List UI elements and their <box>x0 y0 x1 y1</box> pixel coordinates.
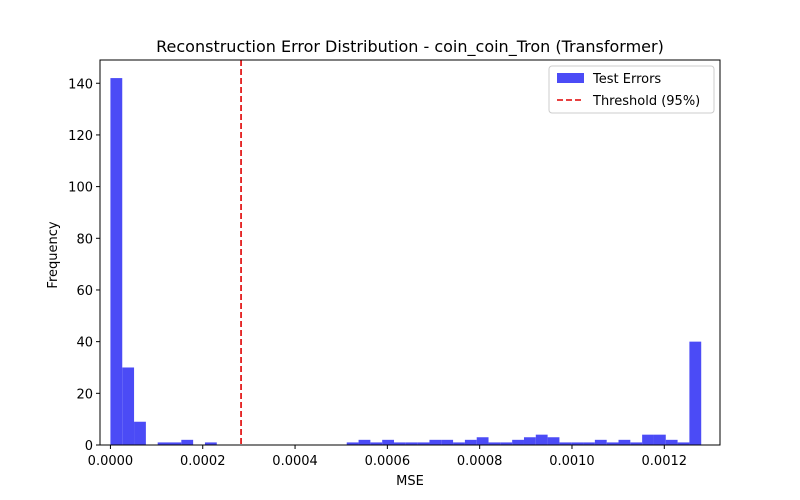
y-tick-label: 80 <box>76 232 93 247</box>
histogram-bar <box>488 442 501 445</box>
histogram-bar <box>181 439 194 445</box>
histogram-bar <box>204 442 217 445</box>
bars-group <box>110 78 702 445</box>
histogram-bar <box>583 442 595 445</box>
histogram-bar <box>394 442 406 445</box>
x-tick-label: 0.0000 <box>88 454 134 469</box>
x-ticks-group: 0.0000 0.0002 0.0004 0.0006 0.0008 0.0010 0.00… <box>88 445 687 469</box>
histogram-bar <box>464 439 477 445</box>
x-tick-label: 0.0010 <box>549 454 595 469</box>
histogram-bar <box>665 439 678 445</box>
histogram-bar <box>642 434 654 445</box>
y-tick-label: 0 <box>85 439 93 454</box>
histogram-bar <box>382 439 395 445</box>
histogram-bar <box>618 439 631 445</box>
histogram-bar <box>169 442 182 445</box>
y-ticks-group: 0 20 40 60 80 100 120 140 <box>68 77 100 454</box>
y-tick-label: 40 <box>76 336 93 351</box>
histogram-bar <box>512 439 524 445</box>
histogram-bar <box>500 442 513 445</box>
histogram-bar <box>630 442 643 445</box>
histogram-bar <box>346 442 359 445</box>
legend-swatch-test-errors <box>557 73 584 83</box>
histogram-bar <box>677 442 690 445</box>
histogram-bar <box>370 442 383 445</box>
x-axis-label: MSE <box>396 474 424 489</box>
histogram-bar <box>606 442 619 445</box>
histogram-bar <box>358 439 371 445</box>
x-tick-label: 0.0002 <box>180 454 226 469</box>
histogram-bar <box>441 439 454 445</box>
histogram-bar <box>689 341 702 445</box>
histogram-bar <box>405 442 418 445</box>
legend: Test Errors Threshold (95%) <box>548 65 715 114</box>
histogram-bar <box>429 439 442 445</box>
histogram-bar <box>134 421 146 445</box>
y-tick-label: 140 <box>68 77 93 92</box>
histogram-bar <box>535 434 548 445</box>
histogram-bar <box>594 439 607 445</box>
y-tick-label: 60 <box>76 284 93 299</box>
histogram-bar <box>653 434 666 445</box>
chart-title: Reconstruction Error Distribution - coin… <box>156 37 664 57</box>
x-tick-label: 0.0008 <box>457 454 503 469</box>
legend-box <box>548 65 715 114</box>
histogram-bar <box>559 442 572 445</box>
histogram-bar <box>157 442 170 445</box>
x-tick-label: 0.0006 <box>365 454 411 469</box>
histogram-bar <box>417 442 430 445</box>
y-tick-label: 20 <box>76 387 93 402</box>
histogram-bar <box>110 78 123 445</box>
histogram-bar <box>571 442 584 445</box>
histogram-bar <box>122 367 135 445</box>
histogram-bar <box>476 437 489 445</box>
legend-label-threshold: Threshold (95%) <box>592 94 700 109</box>
y-axis-label: Frequency <box>46 221 61 288</box>
x-tick-label: 0.0012 <box>642 454 688 469</box>
plot-frame <box>99 59 721 446</box>
x-tick-label: 0.0004 <box>272 454 318 469</box>
histogram-bar <box>547 437 560 445</box>
y-tick-label: 100 <box>68 181 93 196</box>
y-tick-label: 120 <box>68 129 93 144</box>
histogram-bar <box>523 437 536 445</box>
legend-label-test-errors: Test Errors <box>592 72 661 87</box>
histogram-bar <box>453 442 465 445</box>
